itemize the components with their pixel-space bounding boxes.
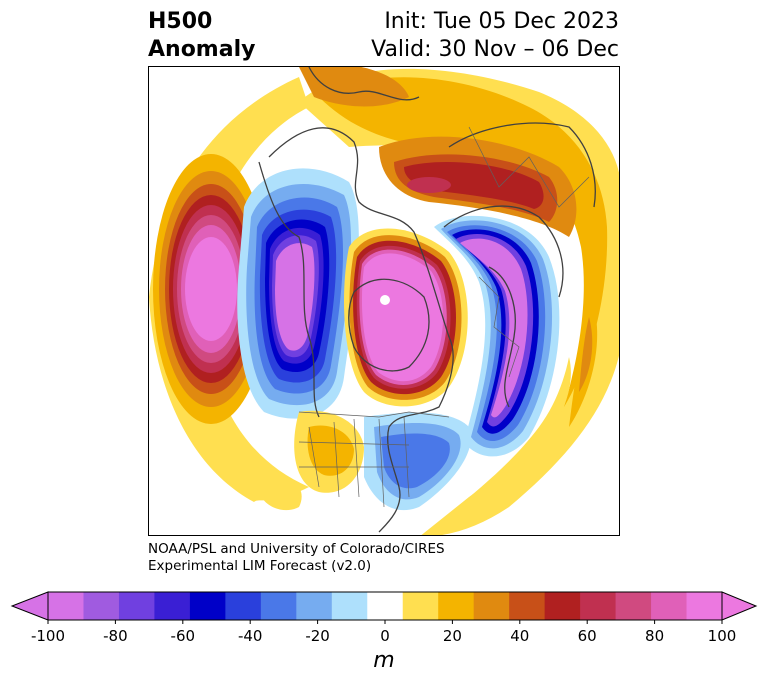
colorbar-bin <box>686 592 723 620</box>
colorbar-bin <box>473 592 510 620</box>
eastern-us-trough <box>364 412 471 511</box>
colorbar-tick-label: 0 <box>380 627 390 645</box>
southwest-us-ridge <box>259 410 364 511</box>
title-line-2: Anomaly <box>148 37 256 62</box>
colorbar-tick-label: -100 <box>30 627 66 645</box>
north-pacific-ridge <box>153 154 269 424</box>
siberia-ridge <box>299 67 619 535</box>
map-canvas <box>149 67 619 535</box>
anomaly-map <box>148 66 620 536</box>
credit-line-2: Experimental LIM Forecast (v2.0) <box>148 558 372 574</box>
colorbar-tick-label: 60 <box>577 627 597 645</box>
credit-line-1: NOAA/PSL and University of Colorado/CIRE… <box>148 541 445 557</box>
credit-text: NOAA/PSL and University of Colorado/CIRE… <box>148 541 445 575</box>
colorbar-tick-label: -20 <box>305 627 330 645</box>
anomaly-field <box>149 67 619 535</box>
forecast-dates: Init: Tue 05 Dec 2023 Valid: 30 Nov – 06… <box>371 8 619 64</box>
colorbar-tick-label: 100 <box>707 627 737 645</box>
colorbar-bin <box>260 592 297 620</box>
coastlines <box>258 67 596 533</box>
colorbar-bin <box>296 592 333 620</box>
borders <box>298 126 590 508</box>
pole-marker <box>380 295 390 305</box>
colorbar-units: m <box>373 648 395 673</box>
colorbar-bin <box>544 592 581 620</box>
colorbar-tick-label: 40 <box>510 627 530 645</box>
colorbar-bin <box>189 592 226 620</box>
map-title: H500 Anomaly <box>148 8 255 64</box>
colorbar-tick-label: -40 <box>237 627 263 645</box>
colorbar-bin <box>118 592 155 620</box>
colorbar-tick-label: -80 <box>103 627 128 645</box>
colorbar-bin <box>509 592 546 620</box>
colorbar <box>10 591 758 624</box>
colorbar-tick-label: 80 <box>645 627 665 645</box>
colorbar-bin <box>154 592 191 620</box>
western-canada-trough <box>237 168 359 419</box>
colorbar-tick-label: -60 <box>170 627 196 645</box>
colorbar-bin <box>83 592 120 620</box>
colorbar-extend-low <box>10 591 49 621</box>
colorbar-bin <box>225 592 262 620</box>
colorbar-bin <box>331 592 368 620</box>
colorbar-tick-label: 20 <box>442 627 462 645</box>
colorbar-bin <box>402 592 439 620</box>
colorbar-bin <box>651 592 688 620</box>
colorbar-bin <box>48 592 84 620</box>
valid-dates: Valid: 30 Nov – 06 Dec <box>371 37 619 62</box>
init-date: Init: Tue 05 Dec 2023 <box>384 9 619 34</box>
colorbar-bin <box>367 592 404 620</box>
colorbar-bin <box>438 592 475 620</box>
colorbar-ticks <box>47 620 723 624</box>
colorbar-extend-high <box>721 591 758 621</box>
colorbar-bins <box>48 592 723 620</box>
colorbar-bin <box>615 592 652 620</box>
colorbar-bin <box>580 592 617 620</box>
title-line-1: H500 <box>148 9 213 34</box>
